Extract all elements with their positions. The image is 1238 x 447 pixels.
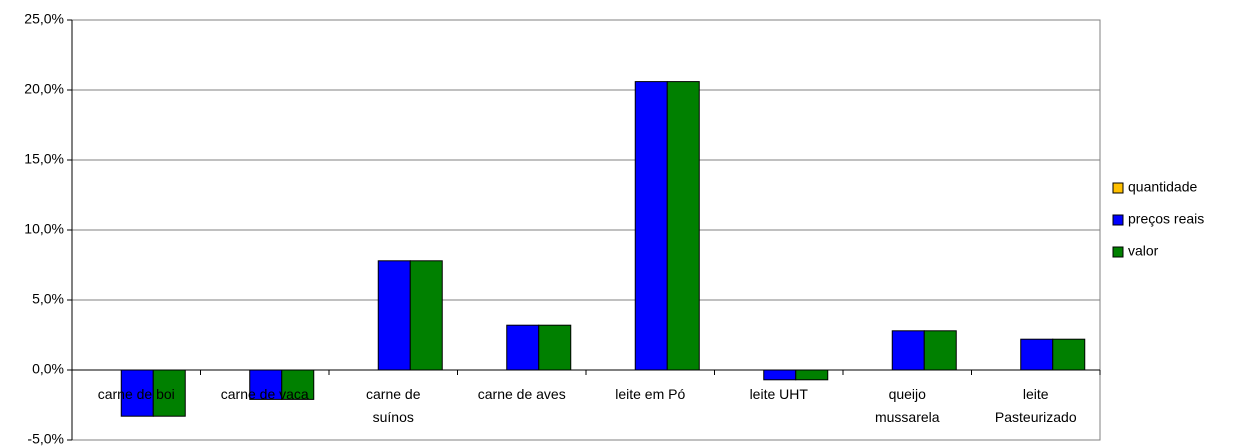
y-tick-label: 5,0% — [32, 291, 64, 307]
legend-swatch — [1112, 182, 1124, 194]
bar — [1052, 338, 1086, 371]
y-tick-label: 0,0% — [32, 361, 64, 377]
bar — [634, 81, 668, 371]
bar — [666, 81, 700, 371]
legend-swatch — [1112, 246, 1124, 258]
x-tick-label: carne de vaca — [221, 386, 309, 402]
y-tick-label: 20,0% — [24, 81, 64, 97]
x-tick-label: leite em Pó — [615, 386, 685, 402]
legend-label: quantidade — [1128, 179, 1198, 195]
bar — [281, 369, 315, 400]
legend-label: preços reais — [1128, 211, 1204, 227]
legend-label: valor — [1128, 243, 1159, 259]
x-tick-label: carne de aves — [478, 386, 566, 402]
bar — [891, 330, 925, 371]
bar — [795, 369, 829, 381]
y-tick-label: -5,0% — [27, 431, 64, 447]
bar — [538, 324, 572, 371]
x-tick-label: leite UHT — [750, 386, 809, 402]
bar — [377, 260, 411, 371]
bar — [1020, 338, 1054, 371]
y-tick-label: 10,0% — [24, 221, 64, 237]
x-tick-label: carne de boi — [98, 386, 175, 402]
x-tick-label: carne de suínos — [366, 386, 421, 425]
y-tick-label: 15,0% — [24, 151, 64, 167]
bar — [923, 330, 957, 371]
x-tick-label: leite Pasteurizado — [995, 386, 1077, 425]
bar — [506, 324, 540, 371]
legend-swatch — [1112, 214, 1124, 226]
bar — [409, 260, 443, 371]
bar — [152, 369, 186, 417]
bar — [763, 369, 797, 381]
y-tick-label: 25,0% — [24, 11, 64, 27]
x-tick-label: queijo mussarela — [875, 386, 940, 425]
